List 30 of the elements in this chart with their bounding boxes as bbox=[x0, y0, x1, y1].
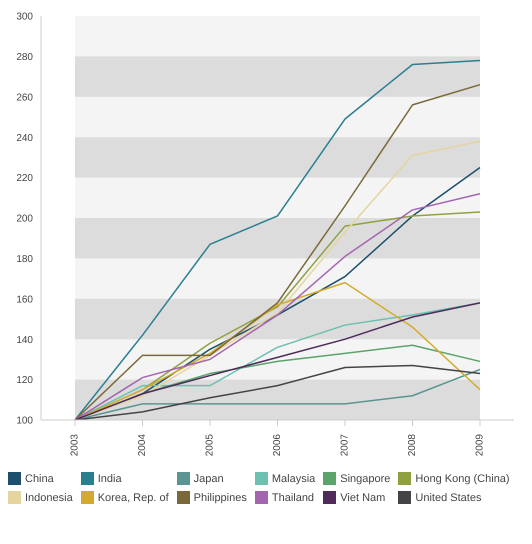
x-tick-label: 2003 bbox=[70, 434, 80, 456]
legend-label: Malaysia bbox=[272, 472, 316, 484]
y-tick-label: 100 bbox=[16, 416, 34, 427]
y-tick-label: 200 bbox=[16, 214, 34, 225]
y-tick-label: 140 bbox=[16, 334, 34, 346]
x-tick-label: 2007 bbox=[340, 434, 350, 456]
x-tick-label: 2008 bbox=[407, 434, 418, 456]
x-tick-label: 2004 bbox=[137, 434, 148, 456]
legend-label: Philippines bbox=[194, 492, 247, 504]
legend-label: China bbox=[25, 472, 54, 484]
legend-label: Viet Nam bbox=[340, 492, 386, 504]
x-tick-label: 2005 bbox=[204, 434, 216, 456]
y-tick-label: 240 bbox=[16, 132, 34, 144]
legend-label: Hong Kong (China) bbox=[415, 472, 510, 484]
legend-label: Korea, Rep. of bbox=[98, 492, 169, 504]
x-tick-label: 2009 bbox=[474, 434, 486, 456]
legend-label: Thailand bbox=[272, 492, 314, 504]
y-tick-label: 120 bbox=[16, 375, 34, 386]
legend-label: Singapore bbox=[340, 472, 390, 484]
y-tick-label: 300 bbox=[16, 12, 34, 23]
y-tick-label: 260 bbox=[16, 92, 34, 104]
y-tick-label: 220 bbox=[16, 173, 34, 184]
y-tick-label: 160 bbox=[16, 294, 34, 306]
y-tick-label: 180 bbox=[16, 254, 34, 265]
y-tick-label: 280 bbox=[16, 52, 34, 63]
x-tick-label: 2006 bbox=[272, 434, 283, 456]
legend-label: Indonesia bbox=[25, 492, 73, 504]
legend-label: India bbox=[98, 472, 122, 484]
legend-label: United States bbox=[415, 492, 482, 504]
legend-label: Japan bbox=[194, 472, 224, 484]
